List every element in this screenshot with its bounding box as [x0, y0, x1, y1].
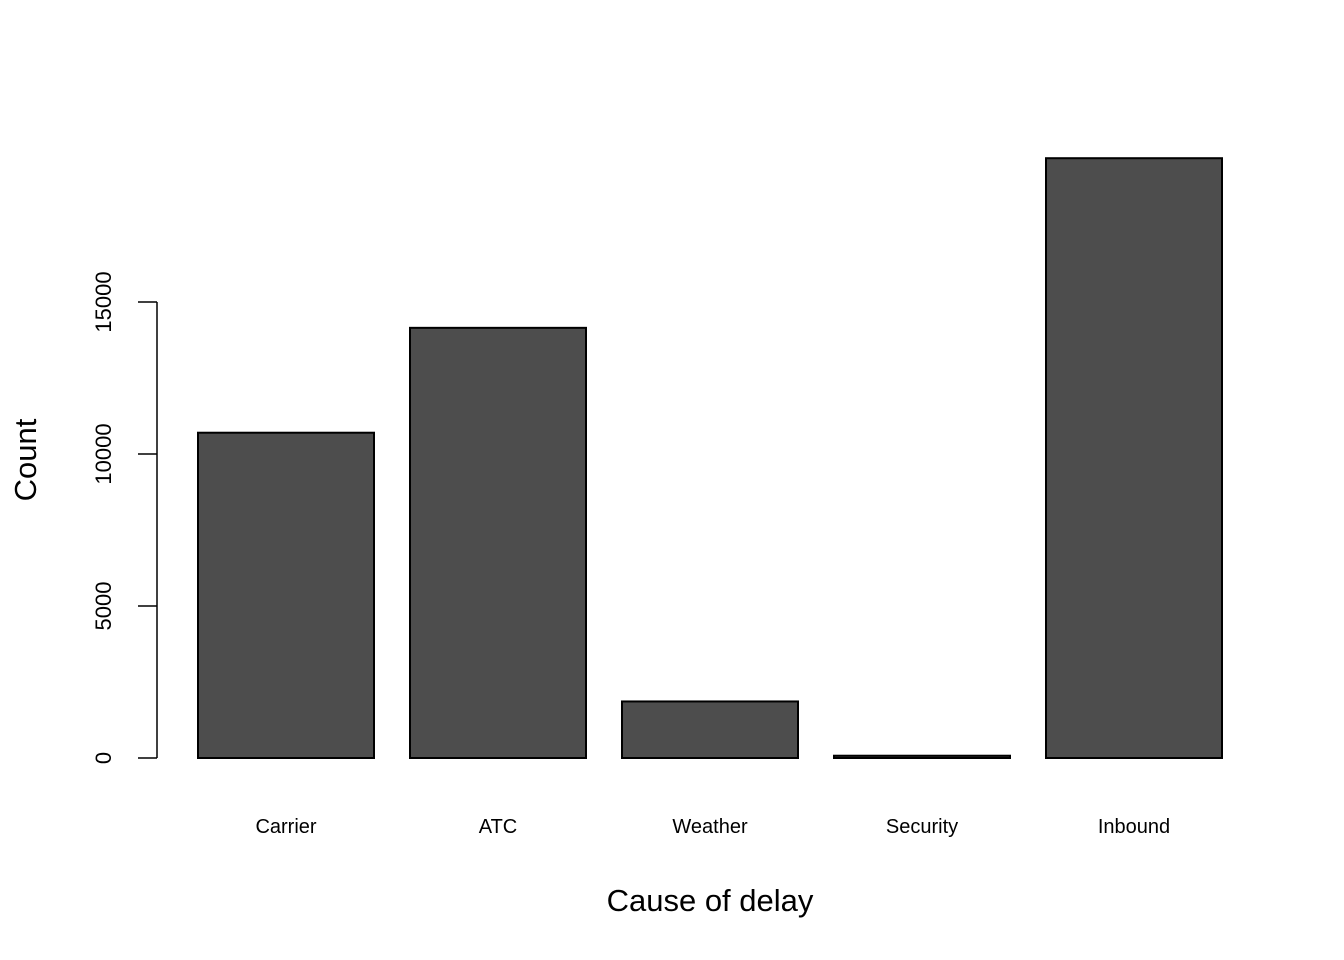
x-axis-labels: Carrier ATC Weather Security Inbound: [255, 816, 1170, 838]
bar-inbound: [1045, 157, 1223, 759]
y-axis: 0 5000 10000 15000: [91, 271, 158, 764]
y-tick-label-15000: 15000: [91, 271, 116, 332]
y-tick-label-10000: 10000: [91, 423, 116, 484]
bar-weather: [621, 700, 799, 759]
y-tick-label-0: 0: [91, 752, 116, 764]
bar-atc: [409, 326, 587, 759]
y-tick-label-5000: 5000: [91, 582, 116, 631]
bar-security: [833, 754, 1011, 759]
x-axis-title: Cause of delay: [607, 883, 814, 918]
bars-group: [197, 157, 1223, 759]
category-label-atc: ATC: [479, 816, 518, 838]
category-label-inbound: Inbound: [1098, 816, 1170, 838]
category-label-weather: Weather: [672, 816, 748, 838]
bar-carrier: [197, 431, 375, 759]
y-axis-title: Count: [8, 418, 43, 501]
category-label-carrier: Carrier: [255, 816, 316, 838]
category-label-security: Security: [886, 816, 958, 838]
